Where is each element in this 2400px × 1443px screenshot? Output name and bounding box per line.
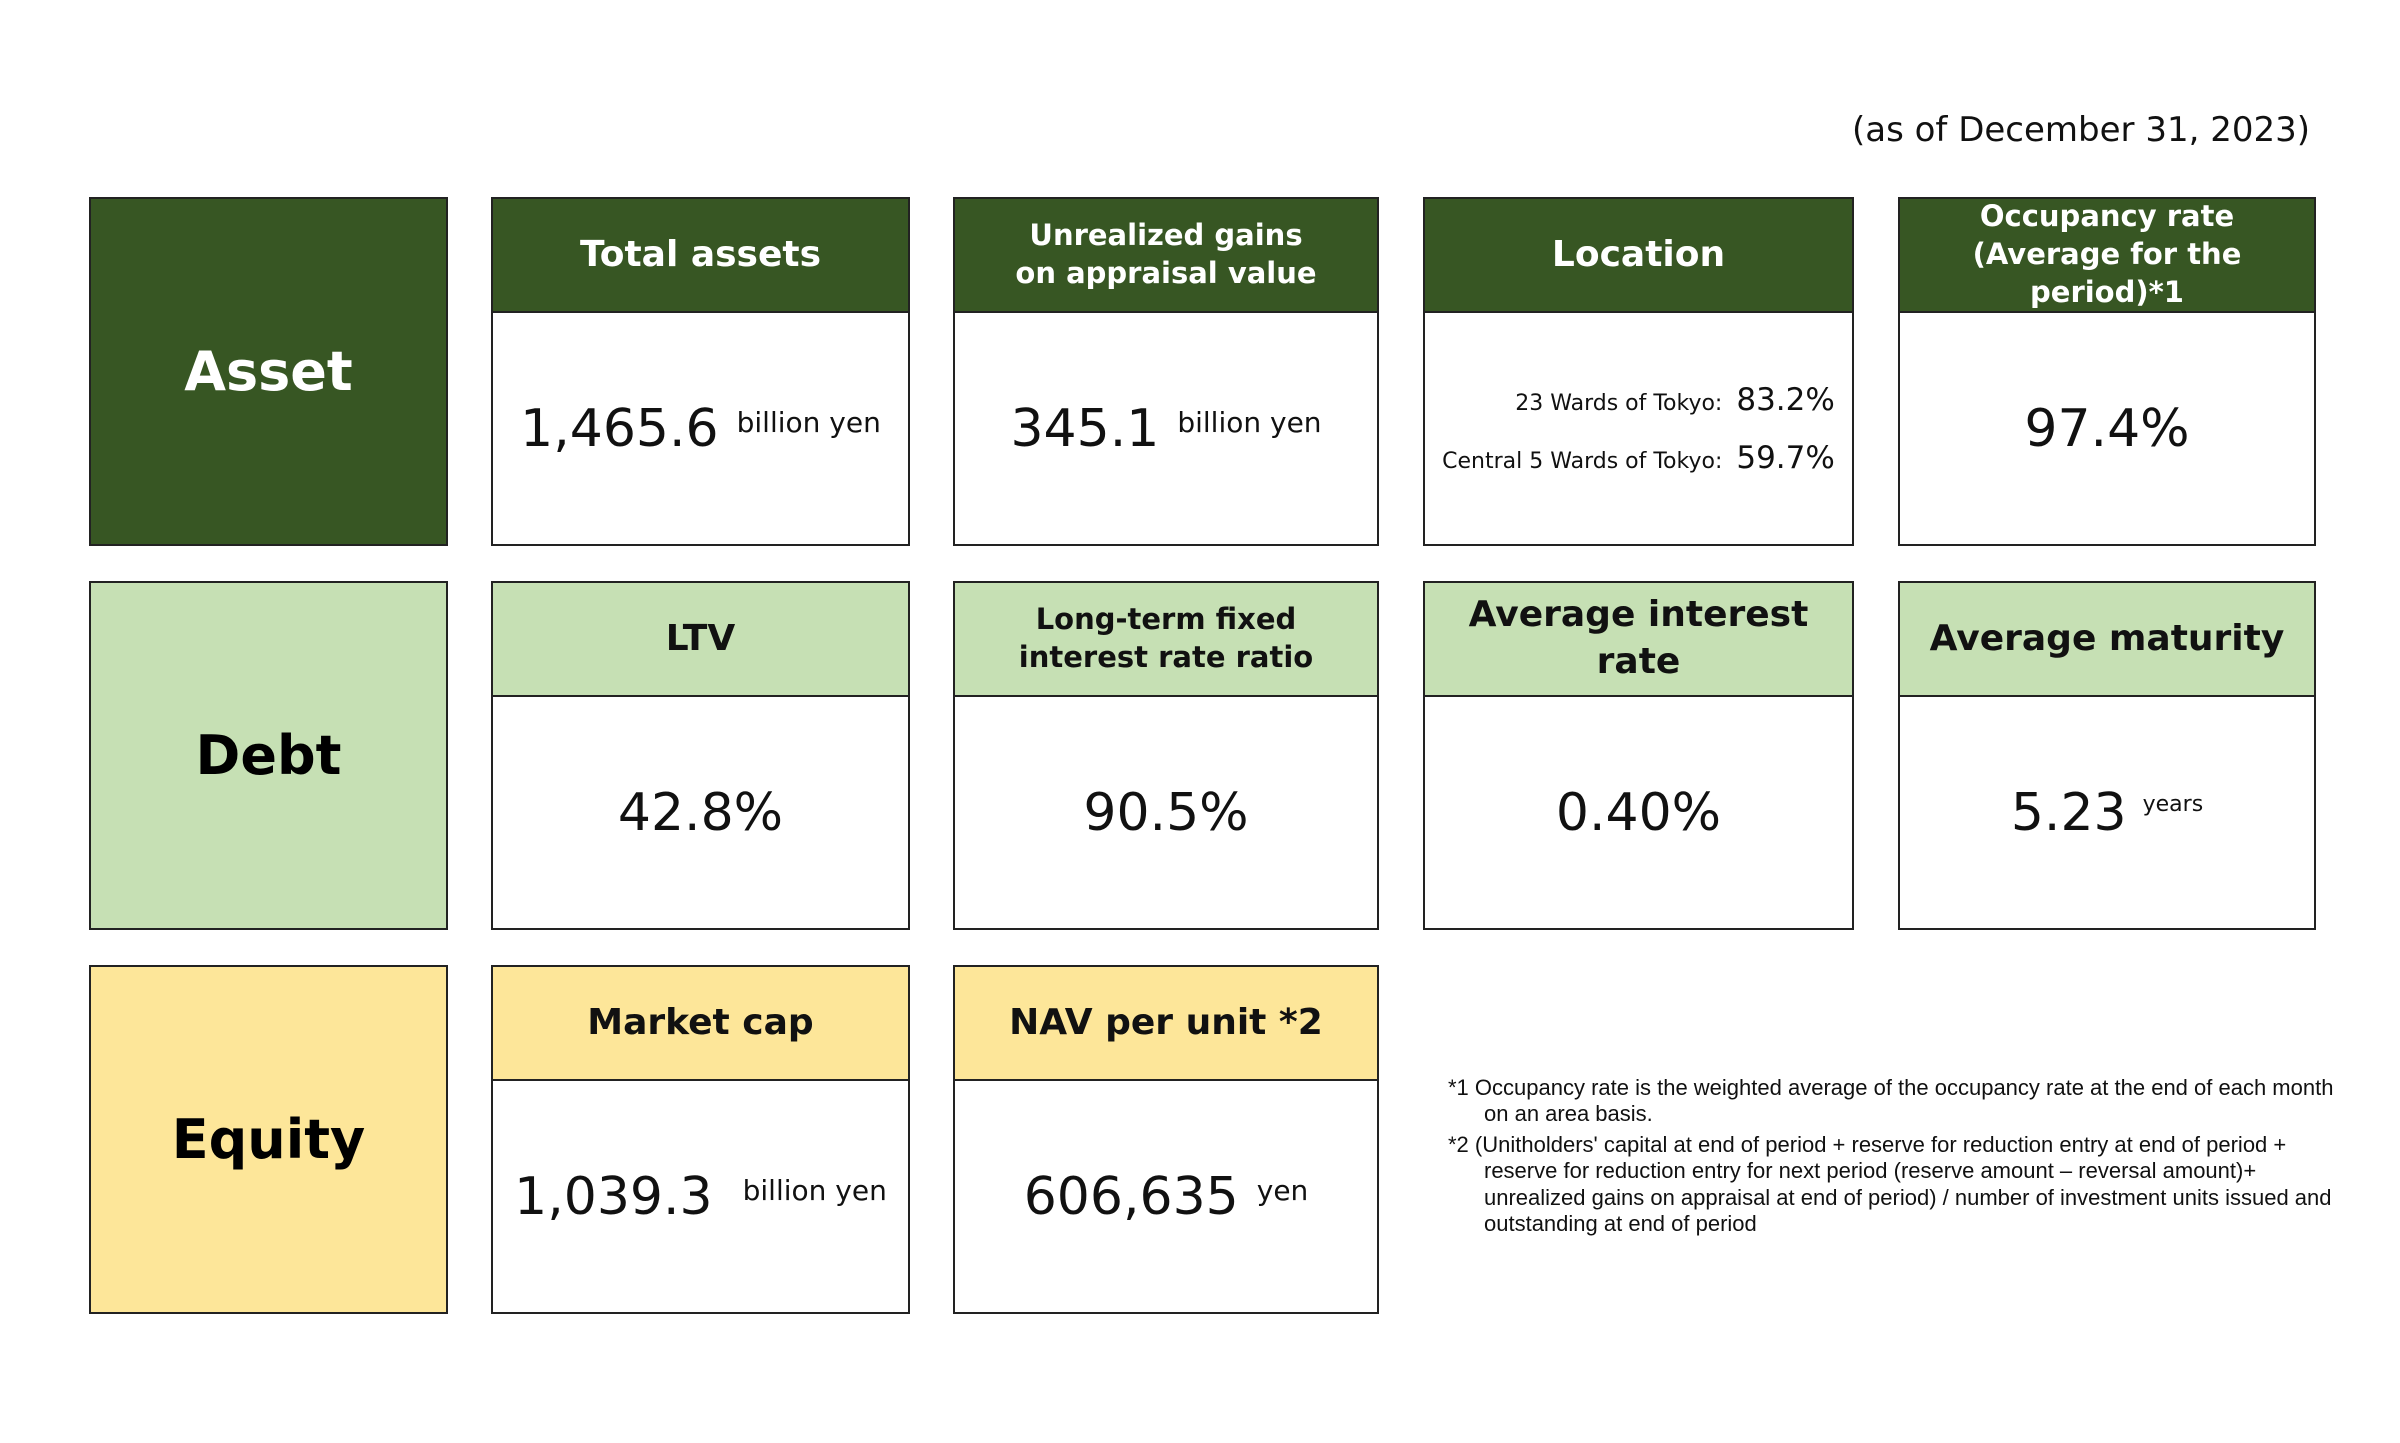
location-label: Location <box>1425 199 1852 313</box>
card-fixed-rate-ratio: Long-term fixed interest rate ratio 90.5… <box>953 581 1379 930</box>
total-assets-unit: billion yen <box>736 406 881 439</box>
occupancy-rate-label: Occupancy rate (Average for the period)*… <box>1900 199 2314 313</box>
average-maturity-unit: years <box>2142 792 2204 817</box>
unrealized-gains-label: Unrealized gains on appraisal value <box>955 199 1377 313</box>
as-of-date: (as of December 31, 2023) <box>1852 110 2310 150</box>
card-average-interest-rate: Average interest rate 0.40% <box>1423 581 1854 930</box>
ltv-value: 42.8% <box>617 782 784 843</box>
location-breakdown: 23 Wards of Tokyo: 83.2% Central 5 Wards… <box>1442 382 1835 476</box>
fixed-ratio-label-line2: interest rate ratio <box>1018 640 1314 674</box>
footnote-1: *1 Occupancy rate is the weighted averag… <box>1448 1075 2334 1127</box>
total-assets-label: Total assets <box>493 199 908 313</box>
location-row-central-5-wards: Central 5 Wards of Tokyo: 59.7% <box>1442 440 1835 476</box>
unrealized-gains-label-line1: Unrealized gains <box>1029 218 1303 253</box>
market-cap-unit: billion yen <box>742 1174 887 1207</box>
ltv-label: LTV <box>493 583 908 697</box>
footnote-2: *2 (Unitholders' capital at end of perio… <box>1448 1131 2332 1236</box>
average-interest-rate-label: Average interest rate <box>1425 583 1852 697</box>
location-key: Central 5 Wards of Tokyo: <box>1442 448 1723 474</box>
nav-per-unit-unit: yen <box>1256 1174 1309 1207</box>
total-assets-value: 1,465.6 <box>520 398 719 459</box>
card-unrealized-gains: Unrealized gains on appraisal value 345.… <box>953 197 1379 546</box>
average-interest-rate-value: 0.40% <box>1555 782 1722 843</box>
location-value: 59.7% <box>1736 439 1835 476</box>
average-maturity-value: 5.23 <box>2010 782 2127 843</box>
unrealized-gains-unit: billion yen <box>1177 406 1322 439</box>
location-value: 83.2% <box>1736 381 1835 418</box>
category-asset: Asset <box>89 197 448 546</box>
footnotes: *1 Occupancy rate is the weighted averag… <box>1448 1075 2348 1241</box>
card-market-cap: Market cap 1,039.3 billion yen <box>491 965 910 1314</box>
card-location: Location 23 Wards of Tokyo: 83.2% Centra… <box>1423 197 1854 546</box>
card-total-assets: Total assets 1,465.6 billion yen <box>491 197 910 546</box>
card-occupancy-rate: Occupancy rate (Average for the period)*… <box>1898 197 2316 546</box>
card-ltv: LTV 42.8% <box>491 581 910 930</box>
occupancy-label-line1: Occupancy rate <box>1979 199 2235 234</box>
fixed-rate-ratio-label: Long-term fixed interest rate ratio <box>955 583 1377 697</box>
unrealized-gains-label-line2: on appraisal value <box>1015 256 1317 290</box>
nav-per-unit-label: NAV per unit *2 <box>955 967 1377 1081</box>
category-equity: Equity <box>89 965 448 1314</box>
occupancy-rate-value: 97.4% <box>2024 398 2190 459</box>
market-cap-label: Market cap <box>493 967 908 1081</box>
unrealized-gains-value: 345.1 <box>1010 398 1160 459</box>
card-average-maturity: Average maturity 5.23 years <box>1898 581 2316 930</box>
card-nav-per-unit: NAV per unit *2 606,635 yen <box>953 965 1379 1314</box>
category-debt: Debt <box>89 581 448 930</box>
fixed-rate-ratio-value: 90.5% <box>1083 782 1249 843</box>
average-maturity-label: Average maturity <box>1900 583 2314 697</box>
market-cap-value: 1,039.3 <box>514 1166 713 1227</box>
location-key: 23 Wards of Tokyo: <box>1515 390 1723 416</box>
occupancy-label-line2: (Average for the period)*1 <box>1972 237 2242 309</box>
nav-per-unit-value: 606,635 <box>1023 1166 1239 1227</box>
location-row-23-wards: 23 Wards of Tokyo: 83.2% <box>1515 382 1835 418</box>
fixed-ratio-label-line1: Long-term fixed <box>1035 602 1297 637</box>
